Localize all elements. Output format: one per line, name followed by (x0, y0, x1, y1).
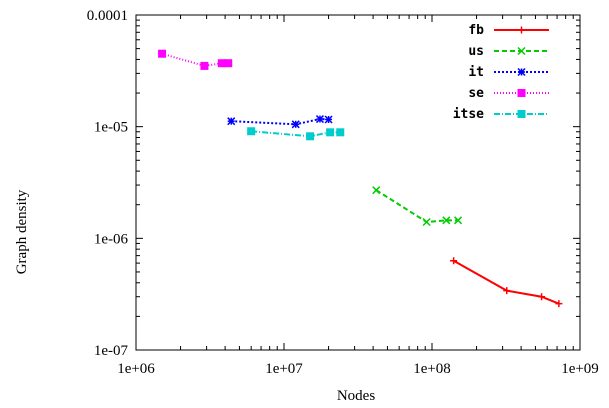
x-tick-label: 1e+07 (265, 361, 303, 377)
series-group (158, 49, 563, 308)
x-tick-label: 1e+09 (561, 361, 599, 377)
data-point (503, 287, 511, 295)
series-us (372, 186, 463, 227)
data-point (315, 115, 324, 124)
legend-item-se: se (468, 86, 549, 101)
series-se (158, 49, 233, 70)
data-point (291, 120, 300, 129)
x-axis-label: Nodes (337, 388, 375, 404)
data-point (224, 59, 233, 68)
series-line-it (231, 118, 329, 126)
series-itse (247, 127, 345, 141)
data-point (517, 110, 526, 118)
legend-item-it: it (468, 65, 549, 80)
x-tick-label: 1e+06 (117, 361, 155, 377)
data-point (518, 26, 525, 34)
data-point (247, 127, 256, 136)
data-point (324, 115, 333, 124)
data-point (555, 300, 563, 308)
series-it (227, 115, 333, 129)
data-point (517, 46, 526, 56)
tick-labels-group: 1e+06 1e+07 1e+08 1e+09 1e-07 1e-06 1e-05 0.000… (87, 8, 599, 377)
data-point (422, 217, 431, 227)
legend-label: it (468, 65, 484, 80)
y-tick-label: 1e-05 (94, 120, 128, 136)
legend-label: itse (453, 107, 484, 122)
data-point (336, 128, 345, 137)
data-point (372, 186, 381, 195)
data-point (227, 117, 236, 126)
ticks-group (135, 14, 581, 351)
data-point (450, 257, 458, 265)
y-tick-label: 0.0001 (87, 8, 128, 24)
y-axis-label: Graph density (14, 189, 30, 274)
legend-label: us (468, 44, 484, 59)
data-point (200, 61, 209, 70)
data-point (158, 49, 167, 58)
legend-item-itse: itse (453, 107, 549, 122)
plot-frame-group (135, 14, 581, 351)
legend-label: fb (468, 23, 484, 38)
data-point (442, 216, 451, 225)
data-point (538, 293, 546, 301)
plot-frame (135, 14, 581, 351)
series-line-itse (251, 130, 341, 138)
series-fb (450, 257, 563, 308)
series-line-fb (453, 259, 560, 305)
y-tick-label: 1e-06 (94, 231, 129, 247)
data-point (306, 132, 315, 141)
data-point (454, 216, 463, 225)
data-point (517, 89, 526, 97)
data-point (517, 67, 526, 77)
legend-item-us: us (468, 44, 549, 59)
y-tick-label: 1e-07 (94, 343, 129, 359)
data-point (326, 128, 335, 137)
legend-label: se (468, 86, 484, 101)
series-line-us (375, 189, 459, 224)
legend-item-fb: fb (468, 23, 549, 38)
x-tick-label: 1e+08 (413, 361, 451, 377)
